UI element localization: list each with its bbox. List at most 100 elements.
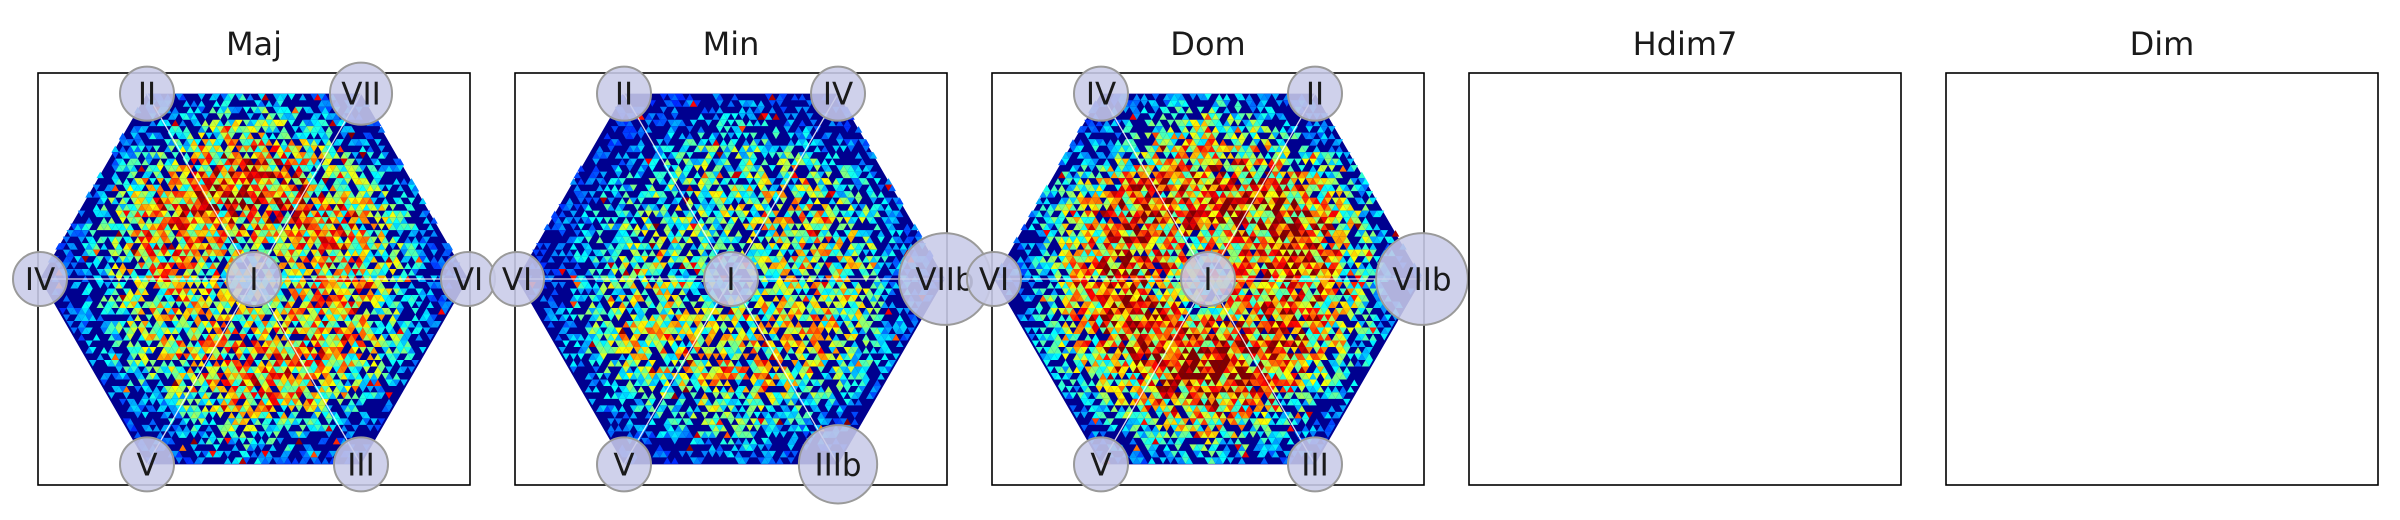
heat-cell — [419, 197, 427, 205]
heat-cell — [314, 243, 322, 250]
heat-cell — [160, 204, 168, 211]
heat-cell — [197, 223, 206, 231]
heat-cell — [272, 152, 281, 159]
heat-cell — [201, 126, 209, 133]
heat-cell — [374, 184, 382, 192]
heat-cell — [355, 165, 363, 172]
heat-cell — [201, 158, 209, 166]
heat-cell — [194, 191, 202, 198]
heat-cell — [325, 210, 333, 218]
heat-cell — [152, 223, 161, 231]
heat-cell — [216, 295, 224, 302]
heat-cell — [92, 243, 101, 250]
heat-cell — [156, 243, 164, 250]
heat-cell — [111, 178, 119, 185]
heat-cell — [347, 197, 356, 205]
heat-cell — [389, 269, 397, 276]
heat-cell — [415, 249, 423, 257]
heat-cell — [134, 230, 142, 237]
heat-cell — [310, 249, 318, 257]
heat-cell — [194, 223, 202, 231]
heat-cell — [344, 243, 352, 250]
heat-cell — [347, 230, 356, 237]
heat-cell — [224, 217, 232, 224]
heat-cell — [254, 223, 262, 231]
heat-cell — [426, 243, 434, 250]
heat-cell — [212, 145, 221, 153]
heat-cell — [430, 249, 438, 257]
heat-cell — [325, 191, 333, 198]
heat-cell — [269, 191, 277, 198]
heat-cell — [366, 152, 374, 159]
heat-cell — [407, 197, 416, 205]
heat-cell — [167, 262, 176, 269]
heat-cell — [242, 132, 251, 140]
heat-cell — [306, 204, 314, 211]
heat-cell — [362, 197, 371, 205]
heat-cell — [212, 217, 221, 224]
heat-cell — [126, 223, 134, 231]
heat-cell — [224, 158, 232, 166]
heat-cell — [359, 236, 367, 244]
heat-cell — [96, 269, 104, 276]
heat-cell — [242, 210, 251, 218]
heat-cell — [366, 288, 374, 295]
heat-cell — [381, 262, 389, 269]
heat-cell — [126, 158, 134, 166]
heat-cell — [291, 249, 299, 257]
heat-cell — [366, 191, 374, 198]
heat-cell — [145, 184, 153, 192]
heat-cell — [317, 100, 326, 107]
heat-cell — [362, 210, 371, 218]
heat-cell — [265, 223, 273, 231]
heat-cell — [325, 243, 333, 250]
heat-cell — [389, 217, 397, 224]
heat-cell — [355, 210, 363, 218]
heat-cell — [156, 119, 164, 127]
heat-cell — [209, 282, 217, 289]
heat-cell — [209, 295, 217, 302]
heat-cell — [329, 243, 337, 250]
heat-cell — [197, 288, 206, 295]
heat-cell — [134, 210, 142, 218]
heat-cell — [104, 288, 112, 295]
heat-cell — [314, 93, 322, 101]
heat-cell — [430, 230, 438, 237]
heat-cell — [351, 249, 359, 257]
heat-cell — [310, 217, 318, 224]
heat-cell — [374, 269, 382, 276]
heat-cell — [126, 230, 134, 237]
heat-cell — [392, 197, 401, 205]
heat-cell — [257, 139, 266, 146]
heat-cell — [332, 139, 341, 146]
heat-cell — [291, 152, 299, 159]
heat-cell — [152, 236, 161, 244]
heat-cell — [332, 197, 341, 205]
heat-cell — [340, 256, 348, 263]
heat-cell — [205, 210, 213, 218]
heat-cell — [130, 217, 138, 224]
heat-cell — [205, 295, 213, 302]
heat-cell — [197, 262, 206, 269]
heat-cell — [284, 191, 292, 198]
heat-cell — [231, 106, 239, 114]
heat-cell — [104, 210, 112, 218]
heat-cell — [156, 178, 164, 185]
heat-cell — [336, 249, 344, 257]
heat-cell — [201, 178, 209, 185]
heat-cell — [190, 204, 198, 211]
heat-cell — [175, 256, 183, 263]
heat-cell — [254, 197, 262, 205]
heat-cell — [160, 249, 168, 257]
heat-cell — [182, 243, 191, 250]
heat-cell — [302, 132, 311, 140]
heat-cell — [359, 184, 367, 192]
heat-cell — [201, 204, 209, 211]
heat-cell — [145, 132, 153, 140]
heat-cell — [224, 152, 232, 159]
heat-cell — [310, 256, 318, 263]
heat-cell — [190, 100, 198, 107]
heat-cell — [115, 230, 123, 237]
heat-cell — [407, 178, 416, 185]
heat-cell — [351, 223, 359, 231]
